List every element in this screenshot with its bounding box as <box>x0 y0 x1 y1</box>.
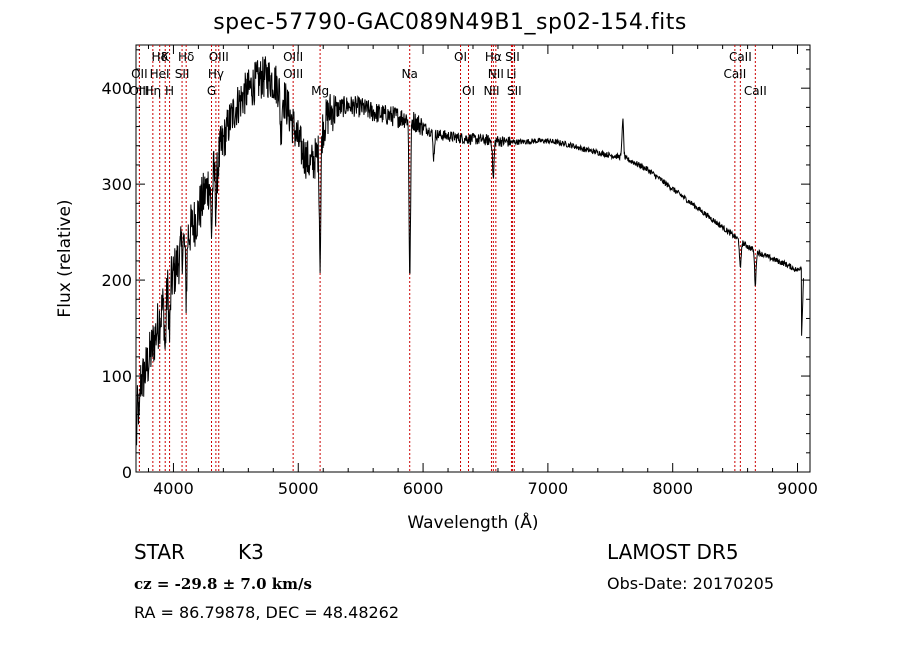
y-axis-label: Flux (relative) <box>55 199 75 317</box>
spectral-line-label: Hδ <box>152 50 168 64</box>
spectral-line-label: OIII <box>283 67 303 81</box>
spectral-line-label: CaII <box>729 50 752 64</box>
spectral-line-label: OI <box>462 84 475 98</box>
spectral-line-label: Li <box>506 67 516 81</box>
spectral-line-label: NII <box>483 84 499 98</box>
x-tick-label: 9000 <box>777 479 818 498</box>
y-tick-label: 400 <box>101 79 132 98</box>
spectral-line-label: SII <box>175 67 190 81</box>
spectral-line-label: Hη <box>145 84 162 98</box>
x-tick-label: 4000 <box>153 479 194 498</box>
object-class: STAR <box>134 540 185 564</box>
x-tick-label: 6000 <box>403 479 444 498</box>
spectral-line-label: Mg <box>311 84 329 98</box>
spectral-line-label: NII <box>488 67 504 81</box>
spectral-line-label: Hδ <box>178 50 194 64</box>
y-tick-label: 0 <box>122 463 132 482</box>
spectrum-line <box>135 56 804 446</box>
coordinates: RA = 86.79878, DEC = 48.48262 <box>134 603 400 622</box>
spectral-line-label: HeI <box>150 67 170 81</box>
spectral-line-label: G <box>207 84 216 98</box>
y-tick-label: 200 <box>101 271 132 290</box>
spectral-line-label: Na <box>402 67 418 81</box>
spectral-line-label: SII <box>505 50 520 64</box>
spectral-line-label: OII <box>131 67 148 81</box>
observation-date: Obs-Date: 20170205 <box>607 574 775 593</box>
spectral-line-label: OIII <box>283 50 303 64</box>
survey-label: LAMOST DR5 <box>607 540 739 564</box>
redshift-velocity: cz = -29.8 ± 7.0 km/s <box>134 575 312 593</box>
spectral-line-label: SII <box>507 84 522 98</box>
spectral-line-label: OI <box>454 50 467 64</box>
x-axis-label: Wavelength (Å) <box>407 511 538 533</box>
spectral-line-label: Hα <box>485 50 502 64</box>
spectral-line-label: CaII <box>723 67 746 81</box>
object-subclass: K3 <box>238 540 264 564</box>
spectral-line-label: OIII <box>129 84 149 98</box>
spectral-line-label: CaII <box>744 84 767 98</box>
spectral-line-label: Hγ <box>208 67 224 81</box>
axis-ticks: 4000 5000 6000 7000 8000 9000 0 100 200 300 400 <box>101 45 818 498</box>
x-tick-label: 5000 <box>278 479 319 498</box>
spectral-line-label: K <box>161 50 170 64</box>
spectral-line-label: H <box>165 84 174 98</box>
x-tick-label: 7000 <box>528 479 569 498</box>
chart-title: spec-57790-GAC089N49B1_sp02-154.fits <box>213 10 687 35</box>
spectral-line-label: OIII <box>209 50 229 64</box>
x-tick-label: 8000 <box>652 479 693 498</box>
y-tick-label: 100 <box>101 367 132 386</box>
y-tick-label: 300 <box>101 175 132 194</box>
